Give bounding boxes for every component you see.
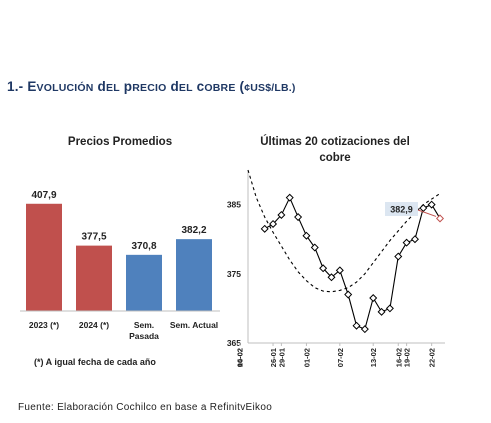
callout-leader — [417, 209, 437, 217]
price-marker — [385, 304, 394, 313]
bar-value-label: 407,9 — [31, 190, 56, 201]
section-heading: 1.- EVOLUCIÓN dEL pRECIO dEL cOBRE (¢US$… — [7, 79, 296, 94]
bar-value-label: 370,8 — [131, 241, 156, 252]
y-tick-label: 375 — [227, 269, 241, 279]
bar — [176, 239, 212, 311]
x-tick-label: 04-02 — [236, 348, 245, 367]
last-value-box — [385, 202, 418, 216]
bar — [76, 245, 112, 311]
y-tick-label: 385 — [227, 200, 241, 210]
price-marker — [294, 213, 303, 222]
x-tick-label: 10-02 — [236, 348, 245, 367]
price-marker — [435, 214, 445, 223]
price-marker — [319, 264, 328, 273]
price-marker — [427, 200, 436, 209]
bar-value-label: 377,5 — [81, 232, 106, 243]
price-line — [264, 196, 441, 330]
x-tick-label: 29-01 — [277, 348, 286, 367]
price-marker — [269, 219, 278, 228]
category-label: Sem. — [134, 320, 154, 330]
price-marker — [419, 204, 428, 213]
x-tick-label: 19-02 — [403, 348, 412, 367]
line-chart-title: Últimas 20 cotizaciones del cobre — [260, 136, 410, 164]
price-marker — [285, 193, 294, 202]
price-marker — [344, 290, 353, 299]
price-marker — [310, 243, 319, 252]
trend-line — [247, 169, 441, 293]
x-tick-label: 01-02 — [302, 348, 311, 367]
price-marker — [277, 210, 286, 219]
price-marker — [360, 325, 369, 334]
category-label: Pasada — [129, 331, 159, 341]
x-tick-label: 22-02 — [428, 348, 437, 367]
price-marker — [394, 252, 403, 261]
price-marker — [260, 224, 269, 233]
x-tick-label: 26-01 — [269, 348, 278, 367]
price-marker — [302, 231, 311, 240]
y-tick-label: 365 — [227, 338, 241, 348]
bar — [26, 203, 62, 311]
category-label: 2023 (*) — [29, 320, 59, 330]
bar — [126, 254, 162, 311]
price-marker — [402, 238, 411, 247]
bar-value-label: 382,2 — [181, 225, 206, 236]
bar-chart-title: Precios Promedios — [67, 136, 173, 148]
price-marker — [369, 294, 378, 303]
source-note: Fuente: Elaboración Cochilco en base a R… — [18, 402, 273, 413]
price-marker — [327, 273, 336, 282]
footnote: (*) A igual fecha de cada año — [34, 357, 156, 367]
category-label: Sem. Actual — [170, 320, 218, 330]
x-tick-label: 16-02 — [394, 348, 403, 367]
x-tick-label: 13-02 — [369, 348, 378, 367]
price-marker — [352, 321, 361, 330]
category-label: 2024 (*) — [79, 320, 109, 330]
price-marker — [377, 307, 386, 316]
price-marker — [335, 266, 344, 275]
last-value-label: 382,9 — [390, 205, 413, 215]
x-tick-label: 07-02 — [336, 348, 345, 367]
price-marker — [410, 235, 419, 244]
